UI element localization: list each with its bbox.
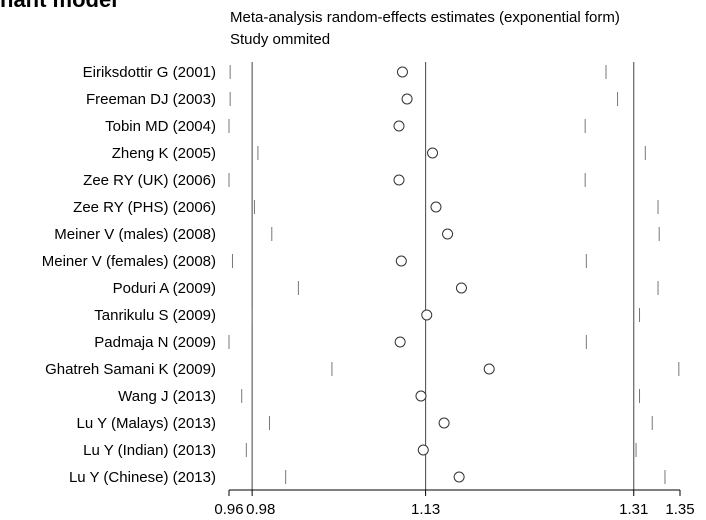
study-row: Zee RY (PHS) (2006) <box>73 199 659 216</box>
study-row: Tanrikulu S (2009) <box>94 307 641 324</box>
study-row: Freeman DJ (2003) <box>86 91 619 108</box>
x-tick-label: 0.96 <box>214 501 243 518</box>
study-label: Meiner V (females) (2008) <box>42 253 216 270</box>
study-row: Zheng K (2005) <box>112 145 646 162</box>
point-estimate <box>483 363 495 375</box>
study-row: Wang J (2013) <box>118 388 641 405</box>
study-label: Ghatreh Samani K (2009) <box>45 361 216 378</box>
page-heading-fragment: nant model <box>0 0 117 13</box>
study-label: Lu Y (Chinese) (2013) <box>69 469 216 486</box>
study-label: Freeman DJ (2003) <box>86 91 216 108</box>
study-label: Zee RY (UK) (2006) <box>83 172 216 189</box>
chart-title: Meta-analysis random-effects estimates (… <box>230 9 620 26</box>
study-label: Zee RY (PHS) (2006) <box>73 199 216 216</box>
point-estimate <box>393 174 405 186</box>
point-estimate <box>395 255 407 267</box>
point-estimate <box>453 471 465 483</box>
study-label: Padmaja N (2009) <box>94 334 216 351</box>
point-estimate <box>430 201 442 213</box>
study-label: Lu Y (Indian) (2013) <box>83 442 216 459</box>
study-row: Eiriksdottir G (2001) <box>83 64 607 81</box>
point-estimate <box>393 120 405 132</box>
study-label: Zheng K (2005) <box>112 145 216 162</box>
study-label: Wang J (2013) <box>118 388 216 405</box>
point-estimate <box>415 390 427 402</box>
study-row: Ghatreh Samani K (2009) <box>45 361 680 378</box>
point-estimate <box>442 228 454 240</box>
point-estimate <box>417 444 429 456</box>
x-tick-label: 1.13 <box>411 501 440 518</box>
study-row: Meiner V (males) (2008) <box>54 226 660 243</box>
x-axis: 0.96 0.98 1.13 1.31 1.35 <box>214 489 695 518</box>
study-row: Lu Y (Indian) (2013) <box>83 442 637 459</box>
study-label: Meiner V (males) (2008) <box>54 226 216 243</box>
study-rows: Eiriksdottir G (2001) Freeman DJ (2003) To… <box>42 64 680 486</box>
study-row: Lu Y (Malays) (2013) <box>76 415 653 432</box>
study-row: Poduri A (2009) <box>113 280 659 297</box>
study-label: Lu Y (Malays) (2013) <box>76 415 216 432</box>
point-estimate <box>455 282 467 294</box>
study-label: Eiriksdottir G (2001) <box>83 64 216 81</box>
point-estimate <box>421 309 433 321</box>
chart-subtitle: Study ommited <box>230 31 331 48</box>
study-row: Tobin MD (2004) <box>105 118 586 135</box>
study-row: Padmaja N (2009) <box>94 334 587 351</box>
point-estimate <box>396 66 408 78</box>
point-estimate <box>401 93 413 105</box>
point-estimate <box>438 417 450 429</box>
point-estimate <box>394 336 406 348</box>
x-tick-label: 0.98 <box>246 501 275 518</box>
study-row: Meiner V (females) (2008) <box>42 253 587 270</box>
x-tick-label: 1.35 <box>665 501 694 518</box>
point-estimate <box>427 147 439 159</box>
study-row: Lu Y (Chinese) (2013) <box>69 469 666 486</box>
study-label: Poduri A (2009) <box>113 280 216 297</box>
reference-lines <box>251 62 635 490</box>
study-row: Zee RY (UK) (2006) <box>83 172 586 189</box>
study-label: Tobin MD (2004) <box>105 118 216 135</box>
x-tick-label: 1.31 <box>619 501 648 518</box>
study-label: Tanrikulu S (2009) <box>94 307 216 324</box>
